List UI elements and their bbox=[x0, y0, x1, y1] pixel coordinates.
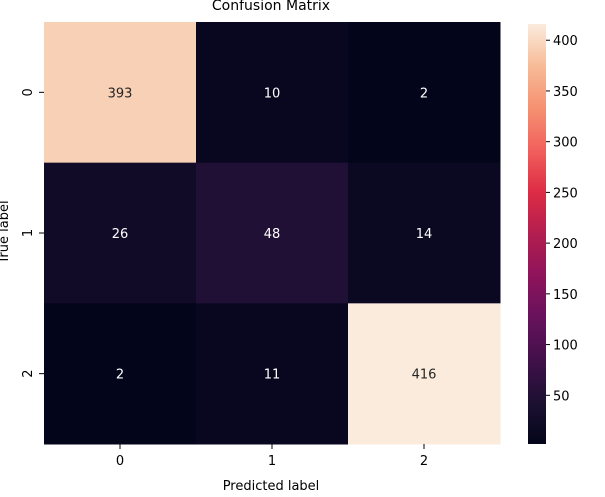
heatmap-cell-labels: 393 10 2 26 48 14 2 11 416 bbox=[108, 86, 437, 382]
x-axis-label: Predicted label bbox=[223, 479, 320, 493]
x-tick-label-2: 2 bbox=[420, 454, 428, 469]
heatmap-cell-label-2-1: 11 bbox=[264, 368, 281, 383]
heatmap-cell-label-2-2: 416 bbox=[412, 368, 437, 383]
y-axis: 0 1 2 bbox=[21, 88, 44, 378]
heatmap-cell-label-0-2: 2 bbox=[420, 86, 428, 101]
heatmap-cell-0-1 bbox=[196, 22, 349, 164]
colorbar: 50 100 150 200 250 300 350 400 bbox=[528, 24, 578, 444]
heatmap-cell-label-2-0: 2 bbox=[116, 368, 124, 383]
colorbar-tick-label-3: 200 bbox=[553, 237, 578, 252]
heatmap-cell-1-1 bbox=[196, 162, 349, 304]
heatmap-cell-0-2 bbox=[348, 22, 501, 164]
colorbar-ticks: 50 100 150 200 250 300 350 400 bbox=[546, 34, 578, 404]
heatmap-cell-label-1-1: 48 bbox=[264, 227, 281, 242]
colorbar-tick-label-5: 300 bbox=[553, 136, 578, 151]
heatmap-cell-2-1 bbox=[196, 303, 349, 445]
y-tick-label-2: 2 bbox=[21, 370, 36, 378]
x-axis: 0 1 2 bbox=[116, 444, 428, 469]
colorbar-tick-label-0: 50 bbox=[553, 389, 570, 404]
heatmap-cell-label-1-0: 26 bbox=[112, 227, 129, 242]
heatmap-cell-2-0 bbox=[44, 303, 197, 445]
colorbar-tick-label-4: 250 bbox=[553, 186, 578, 201]
y-axis-label: True label bbox=[0, 200, 12, 264]
heatmap-cell-1-2 bbox=[348, 162, 501, 304]
heatmap-cell-2-2 bbox=[348, 303, 501, 445]
heatmap-cell-label-1-2: 14 bbox=[416, 227, 433, 242]
x-tick-label-0: 0 bbox=[116, 454, 124, 469]
heatmap-cell-1-0 bbox=[44, 162, 197, 304]
y-tick-label-0: 0 bbox=[21, 88, 36, 96]
heatmap-cell-label-0-1: 10 bbox=[264, 86, 281, 101]
y-tick-label-1: 1 bbox=[21, 229, 36, 237]
x-tick-label-1: 1 bbox=[268, 454, 276, 469]
colorbar-gradient-bar bbox=[528, 24, 546, 444]
chart-title: Confusion Matrix bbox=[212, 0, 330, 14]
heatmap-cell-0-0 bbox=[44, 22, 197, 164]
colorbar-tick-label-1: 100 bbox=[553, 339, 578, 354]
colorbar-tick-label-2: 150 bbox=[553, 288, 578, 303]
colorbar-tick-label-7: 400 bbox=[553, 34, 578, 49]
heatmap-cell-label-0-0: 393 bbox=[108, 86, 133, 101]
colorbar-tick-label-6: 350 bbox=[553, 85, 578, 100]
heatmap-cells bbox=[44, 22, 501, 445]
